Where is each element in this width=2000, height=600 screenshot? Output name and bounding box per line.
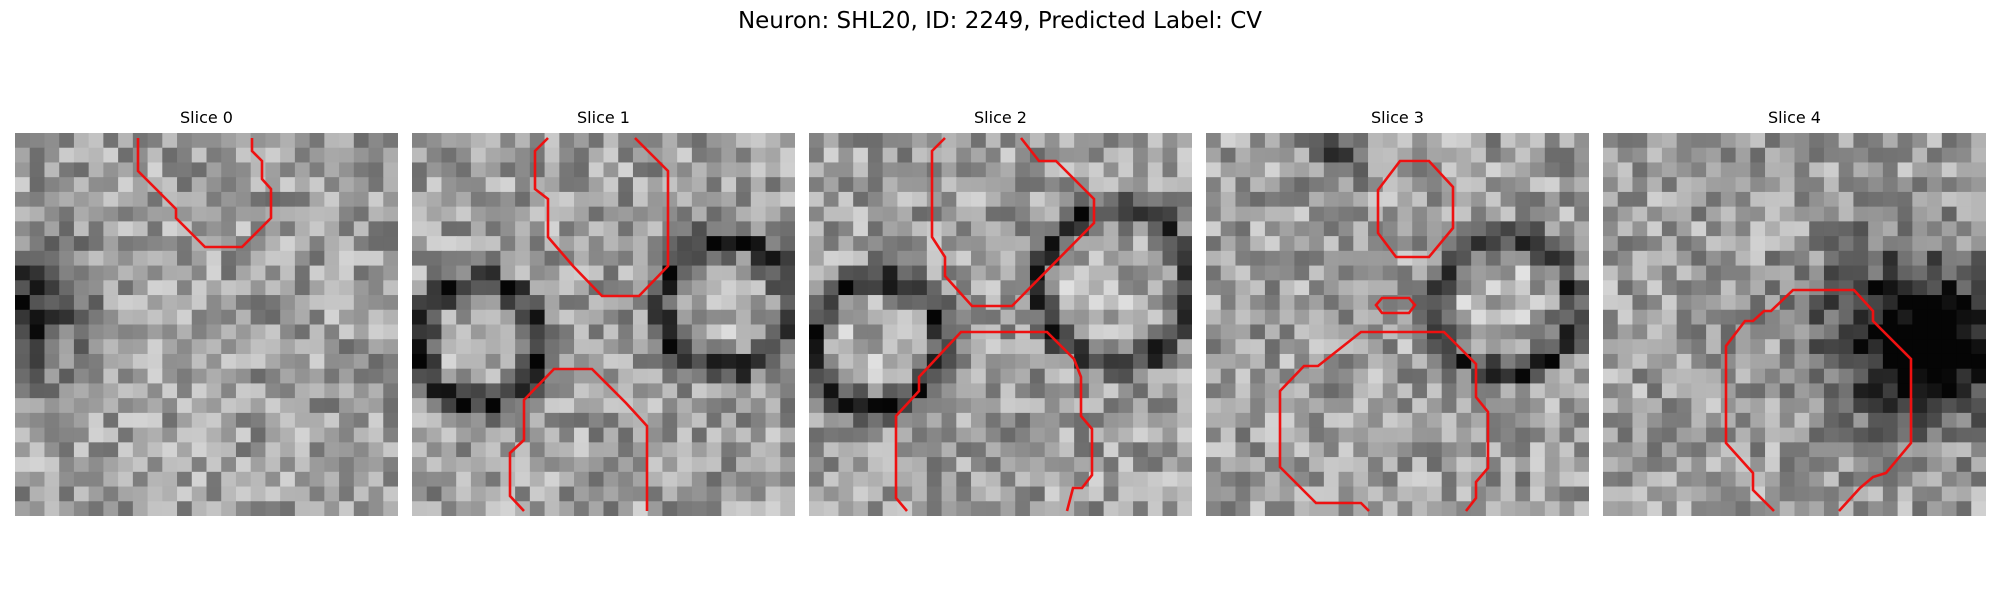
slice-image [412,133,795,516]
slice-image [1206,133,1589,516]
segmentation-contour [1724,288,1913,512]
slice-image [15,133,398,516]
segmentation-contour [1374,296,1417,315]
segmentation-contour [894,330,1094,512]
slice-title: Slice 2 [974,108,1027,127]
slice-title: Slice 3 [1371,108,1424,127]
segmentation-contour [136,138,273,249]
slice-title: Slice 0 [180,108,233,127]
figure-title: Neuron: SHL20, ID: 2249, Predicted Label… [737,8,1263,34]
segmentation-contour [508,367,649,512]
slice-image [809,133,1192,516]
segmentation-contour [930,137,1096,308]
slice-image [1603,133,1986,516]
segmentation-contour [1278,330,1490,512]
segmentation-contour [1376,159,1455,259]
segmentation-contour [533,137,670,298]
slice-title: Slice 4 [1768,108,1821,127]
slice-title: Slice 1 [577,108,630,127]
